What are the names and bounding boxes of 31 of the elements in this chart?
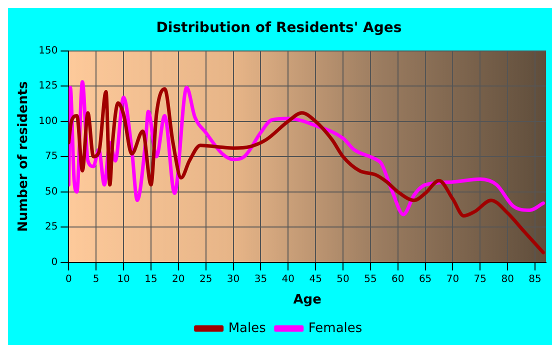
x-tick-label: 15 [144, 274, 158, 285]
x-tick-label: 60 [392, 274, 404, 285]
chart-title: Distribution of Residents' Ages [156, 20, 402, 36]
x-axis-title: Age [293, 292, 322, 308]
line-series [68, 87, 546, 254]
x-tick-label: 35 [254, 274, 268, 285]
x-tick-label: 85 [528, 274, 542, 285]
y-tick-label: 0 [51, 256, 58, 268]
y-tick-label: 125 [38, 80, 58, 92]
x-tick-label: 40 [282, 274, 295, 285]
y-tick-label: 50 [44, 186, 58, 198]
x-tick-label: 70 [446, 274, 460, 285]
x-tick-label: 0 [66, 274, 72, 285]
x-tick-label: 55 [364, 274, 377, 285]
x-tick-label: 45 [309, 274, 322, 285]
y-tick-label: 100 [38, 116, 58, 127]
x-tick-label: 65 [418, 274, 432, 285]
x-tick-label: 5 [92, 274, 100, 285]
y-tick-label: 150 [38, 45, 58, 56]
x-tick-label: 25 [199, 274, 212, 285]
x-tick-label: 75 [474, 274, 487, 285]
x-tick-label: 80 [501, 274, 514, 285]
x-tick-label: 10 [117, 274, 130, 285]
x-tick-label: 50 [336, 274, 350, 285]
y-tick-label: 25 [44, 222, 58, 233]
legend-label: Males [228, 320, 266, 336]
x-tick-label: 30 [226, 274, 240, 285]
legend-label: Females [308, 320, 362, 336]
y-tick-label: 75 [44, 151, 58, 162]
y-axis-title: Number of residents [16, 81, 32, 232]
x-tick-label: 20 [172, 274, 185, 285]
